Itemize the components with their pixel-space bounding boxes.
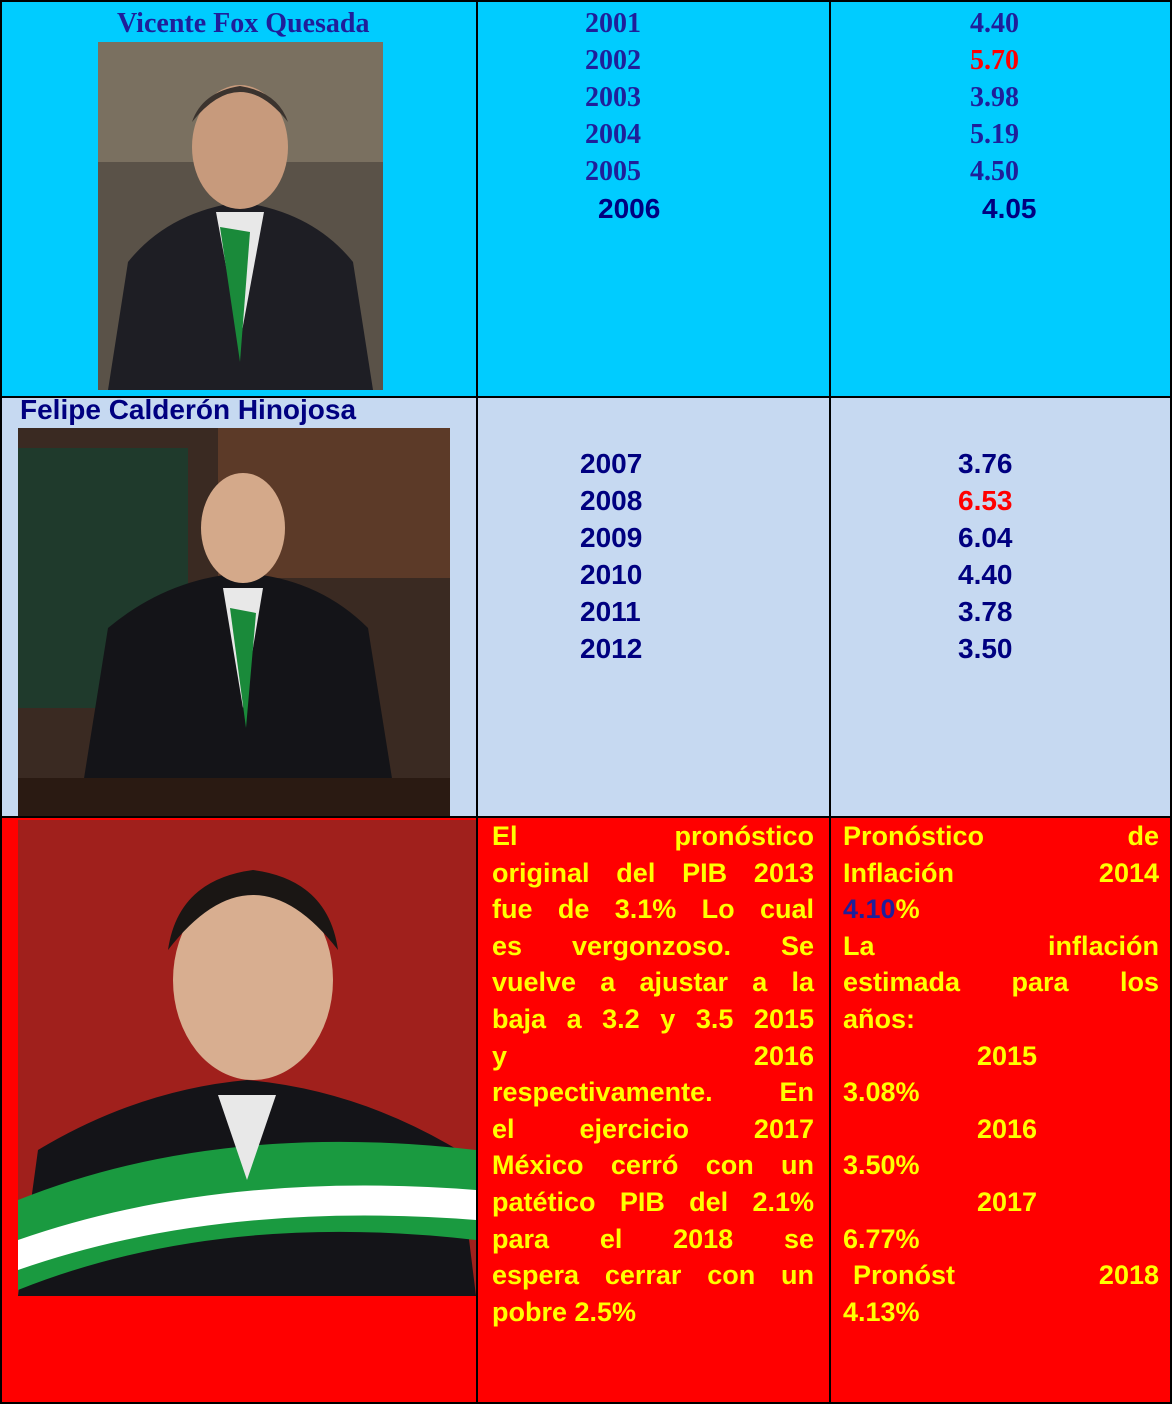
inflation-value: 3.98 <box>970 82 1019 113</box>
text-line: Pronóst 2018 <box>853 1260 1159 1291</box>
president-name: Felipe Calderón Hinojosa <box>20 394 357 425</box>
inflation-value: 5.19 <box>970 119 1019 150</box>
inflation-value: 6.53 <box>958 485 1013 516</box>
forecast-year: 2017 <box>977 1186 1038 1217</box>
text-line: patético PIB del 2.1% <box>492 1186 814 1217</box>
text-line: es vergonzoso. Se <box>492 930 814 961</box>
inflation-value: 4.50 <box>970 156 1019 187</box>
forecast-year: 2016 <box>977 1113 1038 1144</box>
year: 2001 <box>585 8 641 39</box>
text-line: El pronóstico <box>492 821 814 851</box>
cell <box>476 396 831 818</box>
inflation-value: 4.40 <box>970 8 1019 39</box>
photo <box>18 428 450 816</box>
photo <box>18 820 476 1296</box>
year: 2007 <box>580 448 643 479</box>
year: 2004 <box>585 119 641 150</box>
text-line: estimada para los <box>843 967 1159 998</box>
cell <box>829 816 1172 1404</box>
text-line: para el 2018 se <box>492 1223 814 1254</box>
text-line: Inflación 2014 <box>843 857 1159 888</box>
president-name: Vicente Fox Quesada <box>117 8 370 39</box>
forecast-value: 4.13% <box>843 1296 920 1327</box>
text-line: respectivamente. En <box>492 1077 814 1108</box>
year: 2006 <box>598 193 661 224</box>
forecast-value: 4.10 <box>843 894 896 925</box>
text-line: 4.10% <box>843 891 1159 928</box>
year: 2008 <box>580 485 643 516</box>
year: 2009 <box>580 522 643 553</box>
pib-text: El pronóstico original del PIB 2013 fue de… <box>492 818 814 1330</box>
forecast-value: 6.77% <box>843 1223 920 1254</box>
text-line: el ejercicio 2017 <box>492 1113 814 1144</box>
photo <box>98 42 383 390</box>
forecast-value: 3.50% <box>843 1150 920 1181</box>
forecast-year: 2015 <box>977 1040 1038 1071</box>
inflation-value: 4.40 <box>958 559 1013 590</box>
year: 2010 <box>580 559 643 590</box>
year: 2003 <box>585 82 641 113</box>
cell <box>829 396 1172 818</box>
year: 2005 <box>585 156 641 187</box>
inflation-value: 5.70 <box>970 45 1019 76</box>
text-line: baja a 3.2 y 3.5 2015 <box>492 1003 814 1034</box>
inflation-value: 6.04 <box>958 522 1013 553</box>
year: 2002 <box>585 45 641 76</box>
text-line: años: <box>843 1003 916 1034</box>
text-line: Pronóstico de <box>843 821 1159 851</box>
inflation-value: 4.05 <box>982 193 1037 224</box>
text-line: vuelve a ajustar a la <box>492 967 814 998</box>
text-line: espera cerrar con un <box>492 1260 814 1291</box>
inflation-value: 3.76 <box>958 448 1013 479</box>
cell <box>476 816 831 1404</box>
year: 2012 <box>580 633 643 664</box>
inflation-value: 3.78 <box>958 596 1013 627</box>
forecast-value: 3.08% <box>843 1077 920 1108</box>
text-line: original del PIB 2013 <box>492 857 814 888</box>
inflation-value: 3.50 <box>958 633 1013 664</box>
text-line: fue de 3.1% Lo cual <box>492 894 814 925</box>
text-line: La inflación <box>843 930 1159 961</box>
text-line: pobre 2.5% <box>492 1296 637 1327</box>
text-line: México cerró con un <box>492 1150 814 1181</box>
text-line: y 2016 <box>492 1040 814 1071</box>
inflation-forecast: Pronóstico de Inflación 2014 4.10% La infla… <box>843 818 1159 1330</box>
unit: % <box>895 894 920 925</box>
cell <box>476 0 831 398</box>
year: 2011 <box>580 596 641 627</box>
